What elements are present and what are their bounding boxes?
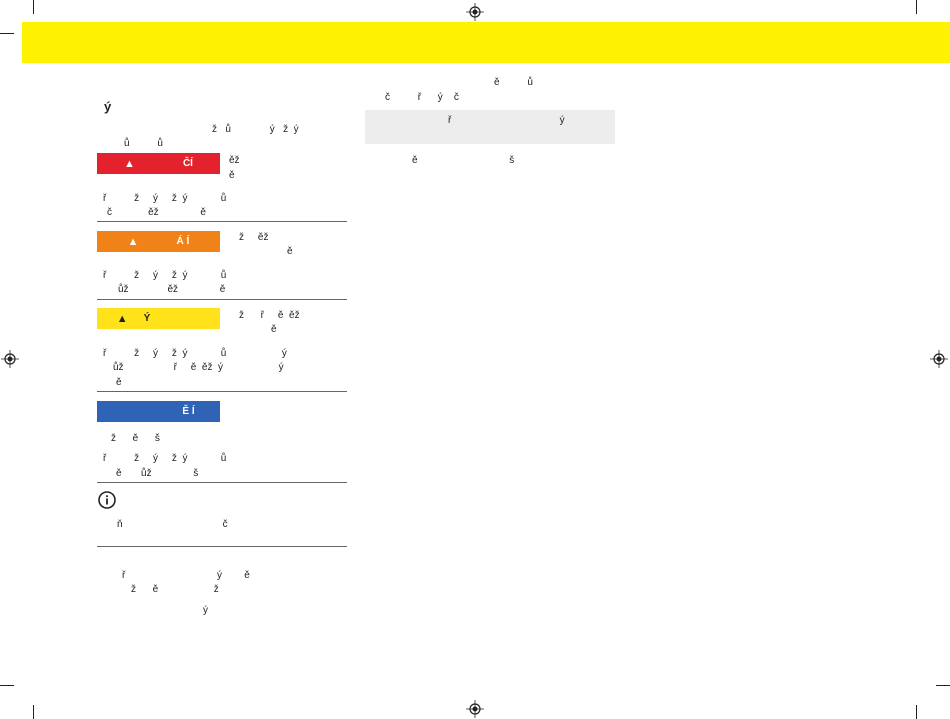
divider	[97, 482, 347, 483]
footer-line: ž ě ž	[131, 584, 219, 595]
notice-badge: Ě Í	[97, 401, 220, 422]
crop-mark	[936, 685, 950, 686]
info-body: ň č	[117, 519, 228, 530]
warning-triangle-icon: ▲	[116, 312, 128, 325]
badge-label: Ě Í	[182, 406, 195, 417]
divider	[97, 391, 347, 392]
badge-aside-line: ě	[287, 246, 293, 257]
warning-body-line: ě ůž š	[116, 468, 199, 479]
registration-mark-icon	[466, 3, 484, 21]
divider	[97, 221, 347, 222]
warning-body-line: ůž ěž ě	[118, 284, 226, 295]
warning-badge: ▲ Á Í	[97, 231, 220, 252]
intro-line: ž ů ý ž ý	[212, 124, 299, 135]
badge-aside-line: ž ř ě ěž	[239, 310, 300, 321]
warning-body-line: č ěž ě	[107, 207, 206, 218]
crop-mark	[0, 33, 14, 34]
warning-body-line: ř ž ý ž ý ů	[103, 453, 227, 464]
caution-badge: ▲ Ý	[97, 308, 220, 329]
warning-triangle-icon: ▲	[127, 235, 139, 248]
badge-label: Á Í	[176, 236, 190, 247]
warning-body-line: ř ž ý ž ý ů	[103, 270, 227, 281]
registration-mark-icon	[466, 700, 484, 718]
badge-aside-line: ěž	[229, 155, 240, 166]
warning-triangle-icon: ▲	[124, 157, 135, 170]
badge-aside-line: ž ěž	[239, 232, 269, 243]
badge-label: ČÍ	[182, 158, 193, 169]
highlight-box-text: ř ý	[448, 115, 565, 126]
footer-line: ř ý ě	[122, 570, 250, 581]
paragraph: ě š	[412, 155, 515, 166]
crop-mark	[0, 685, 14, 686]
crop-mark	[916, 0, 917, 14]
section-title: ý	[104, 99, 112, 114]
warning-body-line: ě	[116, 377, 122, 388]
warning-body-line: ř ž ý ž ý ů ý	[103, 348, 287, 359]
divider	[97, 299, 347, 300]
crop-mark	[916, 705, 917, 719]
highlight-box	[365, 110, 615, 144]
warning-body-line: ž ě š	[111, 433, 160, 444]
badge-label: Ý	[143, 313, 151, 324]
registration-mark-icon	[930, 350, 948, 368]
crop-mark	[33, 705, 34, 719]
warning-body-line: ř ž ý ž ý ů	[103, 193, 227, 204]
intro-line: ě ů	[494, 77, 533, 88]
header-banner	[22, 22, 950, 63]
info-icon	[98, 491, 116, 509]
warning-body-line: ůž ř ě ěž ý ý	[113, 362, 284, 373]
registration-mark-icon	[1, 350, 19, 368]
badge-aside-line: ě	[271, 324, 277, 335]
intro-line: č ř ý č	[385, 92, 459, 103]
crop-mark	[33, 0, 34, 14]
footer-line: ý	[203, 605, 208, 616]
badge-aside-line: ě	[229, 170, 235, 181]
divider	[97, 546, 347, 547]
intro-line: ů ů	[124, 138, 163, 149]
danger-badge: ▲ ČÍ	[97, 153, 220, 174]
